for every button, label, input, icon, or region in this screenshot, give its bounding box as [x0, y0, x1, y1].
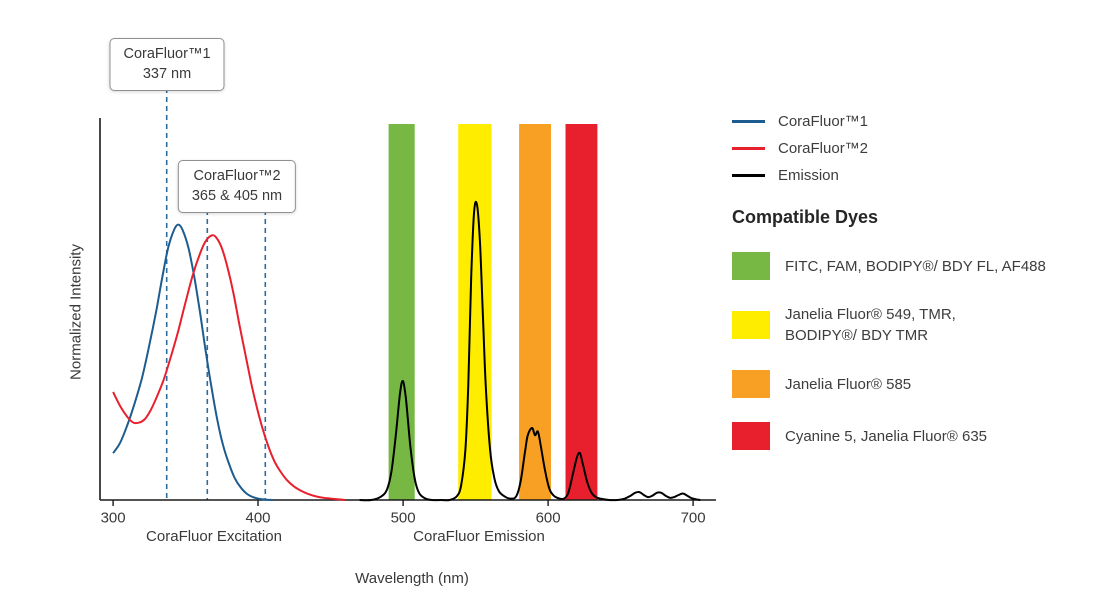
dye-swatch-green [732, 252, 770, 280]
x-tick-label-500: 500 [391, 509, 416, 526]
emission-band-1 [458, 124, 492, 500]
legend-entry-corafluor2: CoraFluor™2 [732, 135, 1104, 162]
dye-row-red: Cyanine 5, Janelia Fluor® 635 [732, 422, 1104, 450]
legend-entry-emission: Emission [732, 162, 1104, 189]
callout-corafluor2: CoraFluor™2 365 & 405 nm [177, 160, 297, 213]
x-axis-title: Wavelength (nm) [355, 570, 469, 587]
callout-corafluor1-title: CoraFluor™1 [123, 46, 211, 62]
x-tick-label-300: 300 [101, 509, 126, 526]
x-section-label-emission: CoraFluor Emission [413, 528, 545, 545]
dye-swatch-orange [732, 370, 770, 398]
callout-corafluor2-value: 365 & 405 nm [191, 188, 283, 205]
legend-entry-label: CoraFluor™1 [778, 113, 869, 130]
legend-line-swatch-corafluor2 [732, 147, 765, 150]
callout-corafluor1: CoraFluor™1 337 nm [109, 38, 225, 91]
x-tick-label-600: 600 [536, 509, 561, 526]
dye-row-green: FITC, FAM, BODIPY®/ BDY FL, AF488 [732, 252, 1104, 280]
excitation-curve-corafluor2 [112, 234, 346, 501]
x-tick-label-700: 700 [681, 509, 706, 526]
callout-corafluor1-value: 337 nm [142, 66, 192, 83]
dye-label: FITC, FAM, BODIPY®/ BDY FL, AF488 [785, 257, 1046, 275]
y-axis-title: Normalized Intensity [67, 244, 85, 380]
dye-row-orange: Janelia Fluor® 585 [732, 370, 1104, 398]
emission-band-2 [519, 124, 551, 500]
legend-entry-corafluor1: CoraFluor™1 [732, 108, 1104, 135]
legend-panel: CoraFluor™1 CoraFluor™2 Emission Compati… [732, 108, 1104, 450]
emission-curve [359, 200, 701, 502]
x-tick-label-400: 400 [245, 509, 270, 526]
dye-label: Cyanine 5, Janelia Fluor® 635 [785, 427, 988, 445]
dye-label: Janelia Fluor® 549, TMR, BODIPY®/ BDY TM… [785, 306, 956, 344]
compatible-dyes-heading: Compatible Dyes [732, 207, 879, 227]
x-section-label-excitation: CoraFluor Excitation [146, 528, 282, 545]
legend-entry-label: Emission [778, 167, 839, 184]
spectra-chart: 300 400 500 600 700 [99, 88, 716, 526]
dye-row-yellow: Janelia Fluor® 549, TMR, BODIPY®/ BDY TM… [732, 304, 1104, 346]
legend-line-swatch-emission [732, 174, 765, 177]
dye-swatch-red [732, 422, 770, 450]
excitation-curve-corafluor1 [112, 223, 273, 501]
legend-line-swatch-corafluor1 [732, 120, 765, 123]
emission-band-3 [565, 124, 598, 500]
legend-entry-label: CoraFluor™2 [778, 140, 869, 157]
dye-swatch-yellow [732, 311, 770, 339]
dye-label: Janelia Fluor® 585 [785, 375, 912, 393]
callout-corafluor2-title: CoraFluor™2 [193, 168, 281, 184]
